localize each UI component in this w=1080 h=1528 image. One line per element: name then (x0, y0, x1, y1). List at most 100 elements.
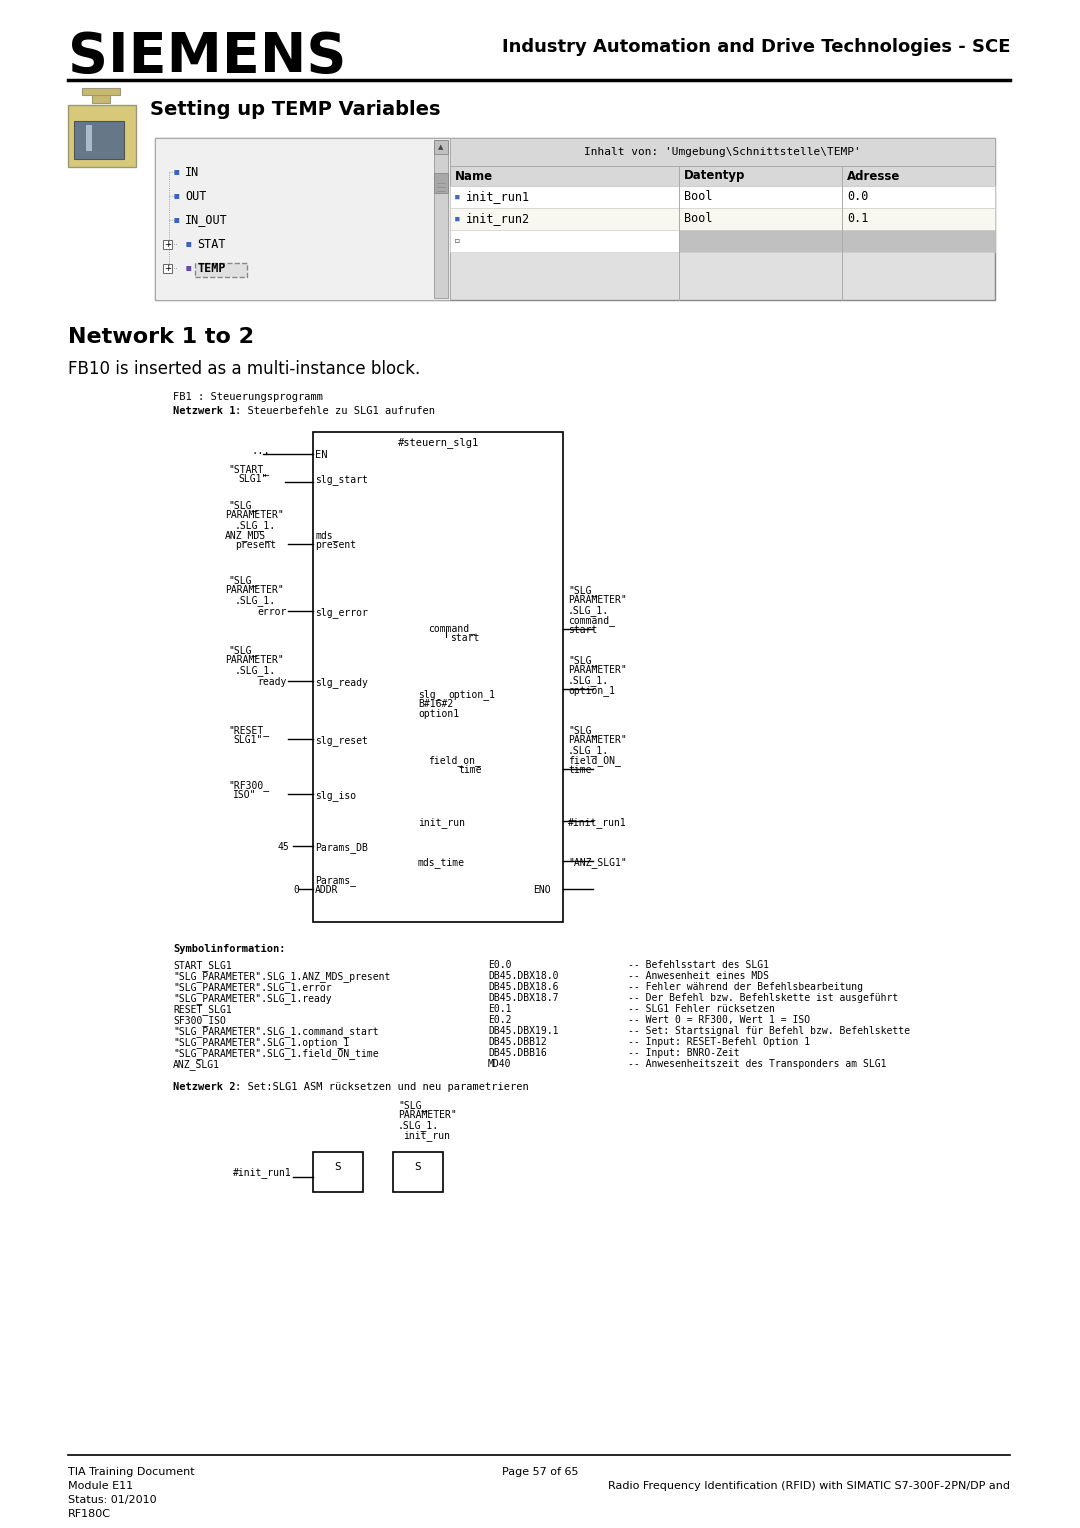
Text: field_on_: field_on_ (428, 755, 481, 766)
Text: -- Fehler während der Befehlsbearbeitung: -- Fehler während der Befehlsbearbeitung (627, 983, 863, 992)
Text: Radio Frequency Identification (RFID) with SIMATIC S7-300F-2PN/DP and: Radio Frequency Identification (RFID) wi… (608, 1481, 1010, 1491)
Text: present: present (315, 539, 356, 550)
Text: "SLG_: "SLG_ (399, 1100, 428, 1111)
Text: E0.2: E0.2 (488, 1015, 512, 1025)
Text: DB45.DBB16: DB45.DBB16 (488, 1048, 546, 1057)
Text: "RESET_: "RESET_ (228, 724, 269, 736)
Bar (450, 167, 995, 186)
Bar (156, 138, 995, 299)
Text: field_ON_: field_ON_ (568, 755, 621, 766)
Text: DB45.DBB12: DB45.DBB12 (488, 1038, 546, 1047)
Text: Page 57 of 65: Page 57 of 65 (502, 1467, 578, 1478)
Text: ENO: ENO (534, 885, 551, 895)
Text: start: start (568, 625, 597, 636)
Text: DB45.DBX19.1: DB45.DBX19.1 (488, 1025, 558, 1036)
Bar (156, 138, 450, 299)
Text: +: + (164, 240, 171, 249)
Bar (450, 208, 995, 231)
Text: E0.0: E0.0 (488, 960, 512, 970)
Bar (434, 173, 448, 193)
Text: "SLG_: "SLG_ (228, 575, 257, 585)
Text: OUT: OUT (185, 189, 206, 203)
Text: mds_time: mds_time (418, 857, 465, 868)
Text: -- Anwesenheitszeit des Transponders am SLG1: -- Anwesenheitszeit des Transponders am … (627, 1059, 887, 1070)
Bar (163, 240, 172, 249)
Text: present: present (235, 539, 276, 550)
Bar (82, 89, 120, 95)
Text: -- Input: RESET-Befehl Option 1: -- Input: RESET-Befehl Option 1 (627, 1038, 810, 1047)
Text: PARAMETER": PARAMETER" (568, 594, 626, 605)
Text: slg_iso: slg_iso (315, 790, 356, 801)
Bar (86, 125, 92, 151)
Text: .SLG_1.: .SLG_1. (235, 665, 276, 675)
Text: SLG1": SLG1" (233, 735, 262, 746)
Text: ADDR: ADDR (315, 885, 338, 895)
Bar (195, 263, 247, 277)
Text: "SLG_: "SLG_ (568, 585, 597, 596)
Text: Params_DB: Params_DB (315, 842, 368, 853)
Text: ▪: ▪ (173, 189, 180, 203)
Text: ▪: ▪ (185, 261, 192, 275)
Text: ▪: ▪ (185, 237, 192, 251)
Bar (75, 121, 124, 159)
Text: ▪: ▪ (454, 193, 461, 202)
Bar (393, 1152, 443, 1192)
Text: +: + (164, 264, 171, 274)
Bar (92, 93, 110, 102)
Text: : Set:SLG1 ASM rücksetzen und neu parametrieren: : Set:SLG1 ASM rücksetzen und neu parame… (235, 1082, 529, 1093)
Text: Params_: Params_ (315, 876, 356, 886)
Text: Netzwerk 2: Netzwerk 2 (173, 1082, 235, 1093)
Text: slg_error: slg_error (315, 607, 368, 617)
Text: ▲: ▲ (438, 144, 444, 150)
Text: "SLG_PARAMETER".SLG_1.ready: "SLG_PARAMETER".SLG_1.ready (173, 993, 332, 1004)
Text: .SLG_1.: .SLG_1. (235, 594, 276, 607)
Text: 45: 45 (278, 842, 289, 853)
Text: ANZ_MDS_: ANZ_MDS_ (225, 530, 272, 541)
Text: slg_ready: slg_ready (315, 677, 368, 688)
Text: Symbolinformation:: Symbolinformation: (173, 944, 285, 953)
Text: IN_OUT: IN_OUT (185, 214, 228, 226)
Text: "SLG_: "SLG_ (228, 500, 257, 510)
Text: DB45.DBX18.6: DB45.DBX18.6 (488, 983, 558, 992)
Bar (450, 186, 995, 208)
Bar (450, 231, 679, 252)
Text: init_run: init_run (403, 1131, 450, 1141)
Bar (163, 264, 172, 274)
Text: option1: option1 (418, 709, 459, 720)
Bar (313, 432, 563, 921)
Text: ▪: ▪ (173, 165, 180, 179)
Text: S: S (414, 1161, 421, 1172)
Text: IN: IN (185, 165, 199, 179)
Text: Setting up TEMP Variables: Setting up TEMP Variables (150, 99, 441, 119)
Bar (68, 105, 136, 167)
Text: SIEMENS: SIEMENS (68, 31, 347, 84)
Text: "SLG_: "SLG_ (568, 724, 597, 736)
Text: -- Der Befehl bzw. Befehlskette ist ausgeführt: -- Der Befehl bzw. Befehlskette ist ausg… (627, 993, 899, 1002)
Text: MD40: MD40 (488, 1059, 512, 1070)
Text: S: S (334, 1161, 341, 1172)
Text: FB1 : Steuerungsprogramm: FB1 : Steuerungsprogramm (173, 393, 323, 402)
Text: "SLG_PARAMETER".SLG_1.field_ON_time: "SLG_PARAMETER".SLG_1.field_ON_time (173, 1048, 379, 1059)
Text: TEMP: TEMP (197, 261, 226, 275)
Text: "SLG_PARAMETER".SLG_1.option_1: "SLG_PARAMETER".SLG_1.option_1 (173, 1038, 349, 1048)
Text: -- Set: Startsignal für Befehl bzw. Befehlskette: -- Set: Startsignal für Befehl bzw. Befe… (627, 1025, 910, 1036)
Text: Name: Name (455, 170, 494, 182)
Text: #init_run1: #init_run1 (233, 1167, 292, 1178)
Text: -- SLG1 Fehler rücksetzen: -- SLG1 Fehler rücksetzen (627, 1004, 774, 1015)
Text: slg_reset: slg_reset (315, 735, 368, 746)
Text: #steuern_slg1: #steuern_slg1 (399, 437, 480, 448)
Text: RESET_SLG1: RESET_SLG1 (173, 1004, 232, 1015)
Text: init_run1: init_run1 (465, 191, 530, 203)
Text: Inhalt von: 'Umgebung\Schnittstelle\TEMP': Inhalt von: 'Umgebung\Schnittstelle\TEMP… (584, 147, 861, 157)
Text: "SLG_PARAMETER".SLG_1.command_start: "SLG_PARAMETER".SLG_1.command_start (173, 1025, 379, 1038)
Text: option_1: option_1 (448, 689, 495, 700)
Text: DB45.DBX18.7: DB45.DBX18.7 (488, 993, 558, 1002)
Text: slg_: slg_ (418, 689, 442, 700)
Text: ISO": ISO" (233, 790, 257, 801)
Text: start: start (450, 633, 480, 643)
Text: PARAMETER": PARAMETER" (568, 665, 626, 675)
Text: EN: EN (315, 451, 327, 460)
Text: "RF300_: "RF300_ (228, 779, 269, 792)
Text: .SLG_1.: .SLG_1. (568, 675, 609, 686)
Text: Netzwerk 1: Netzwerk 1 (173, 406, 235, 416)
